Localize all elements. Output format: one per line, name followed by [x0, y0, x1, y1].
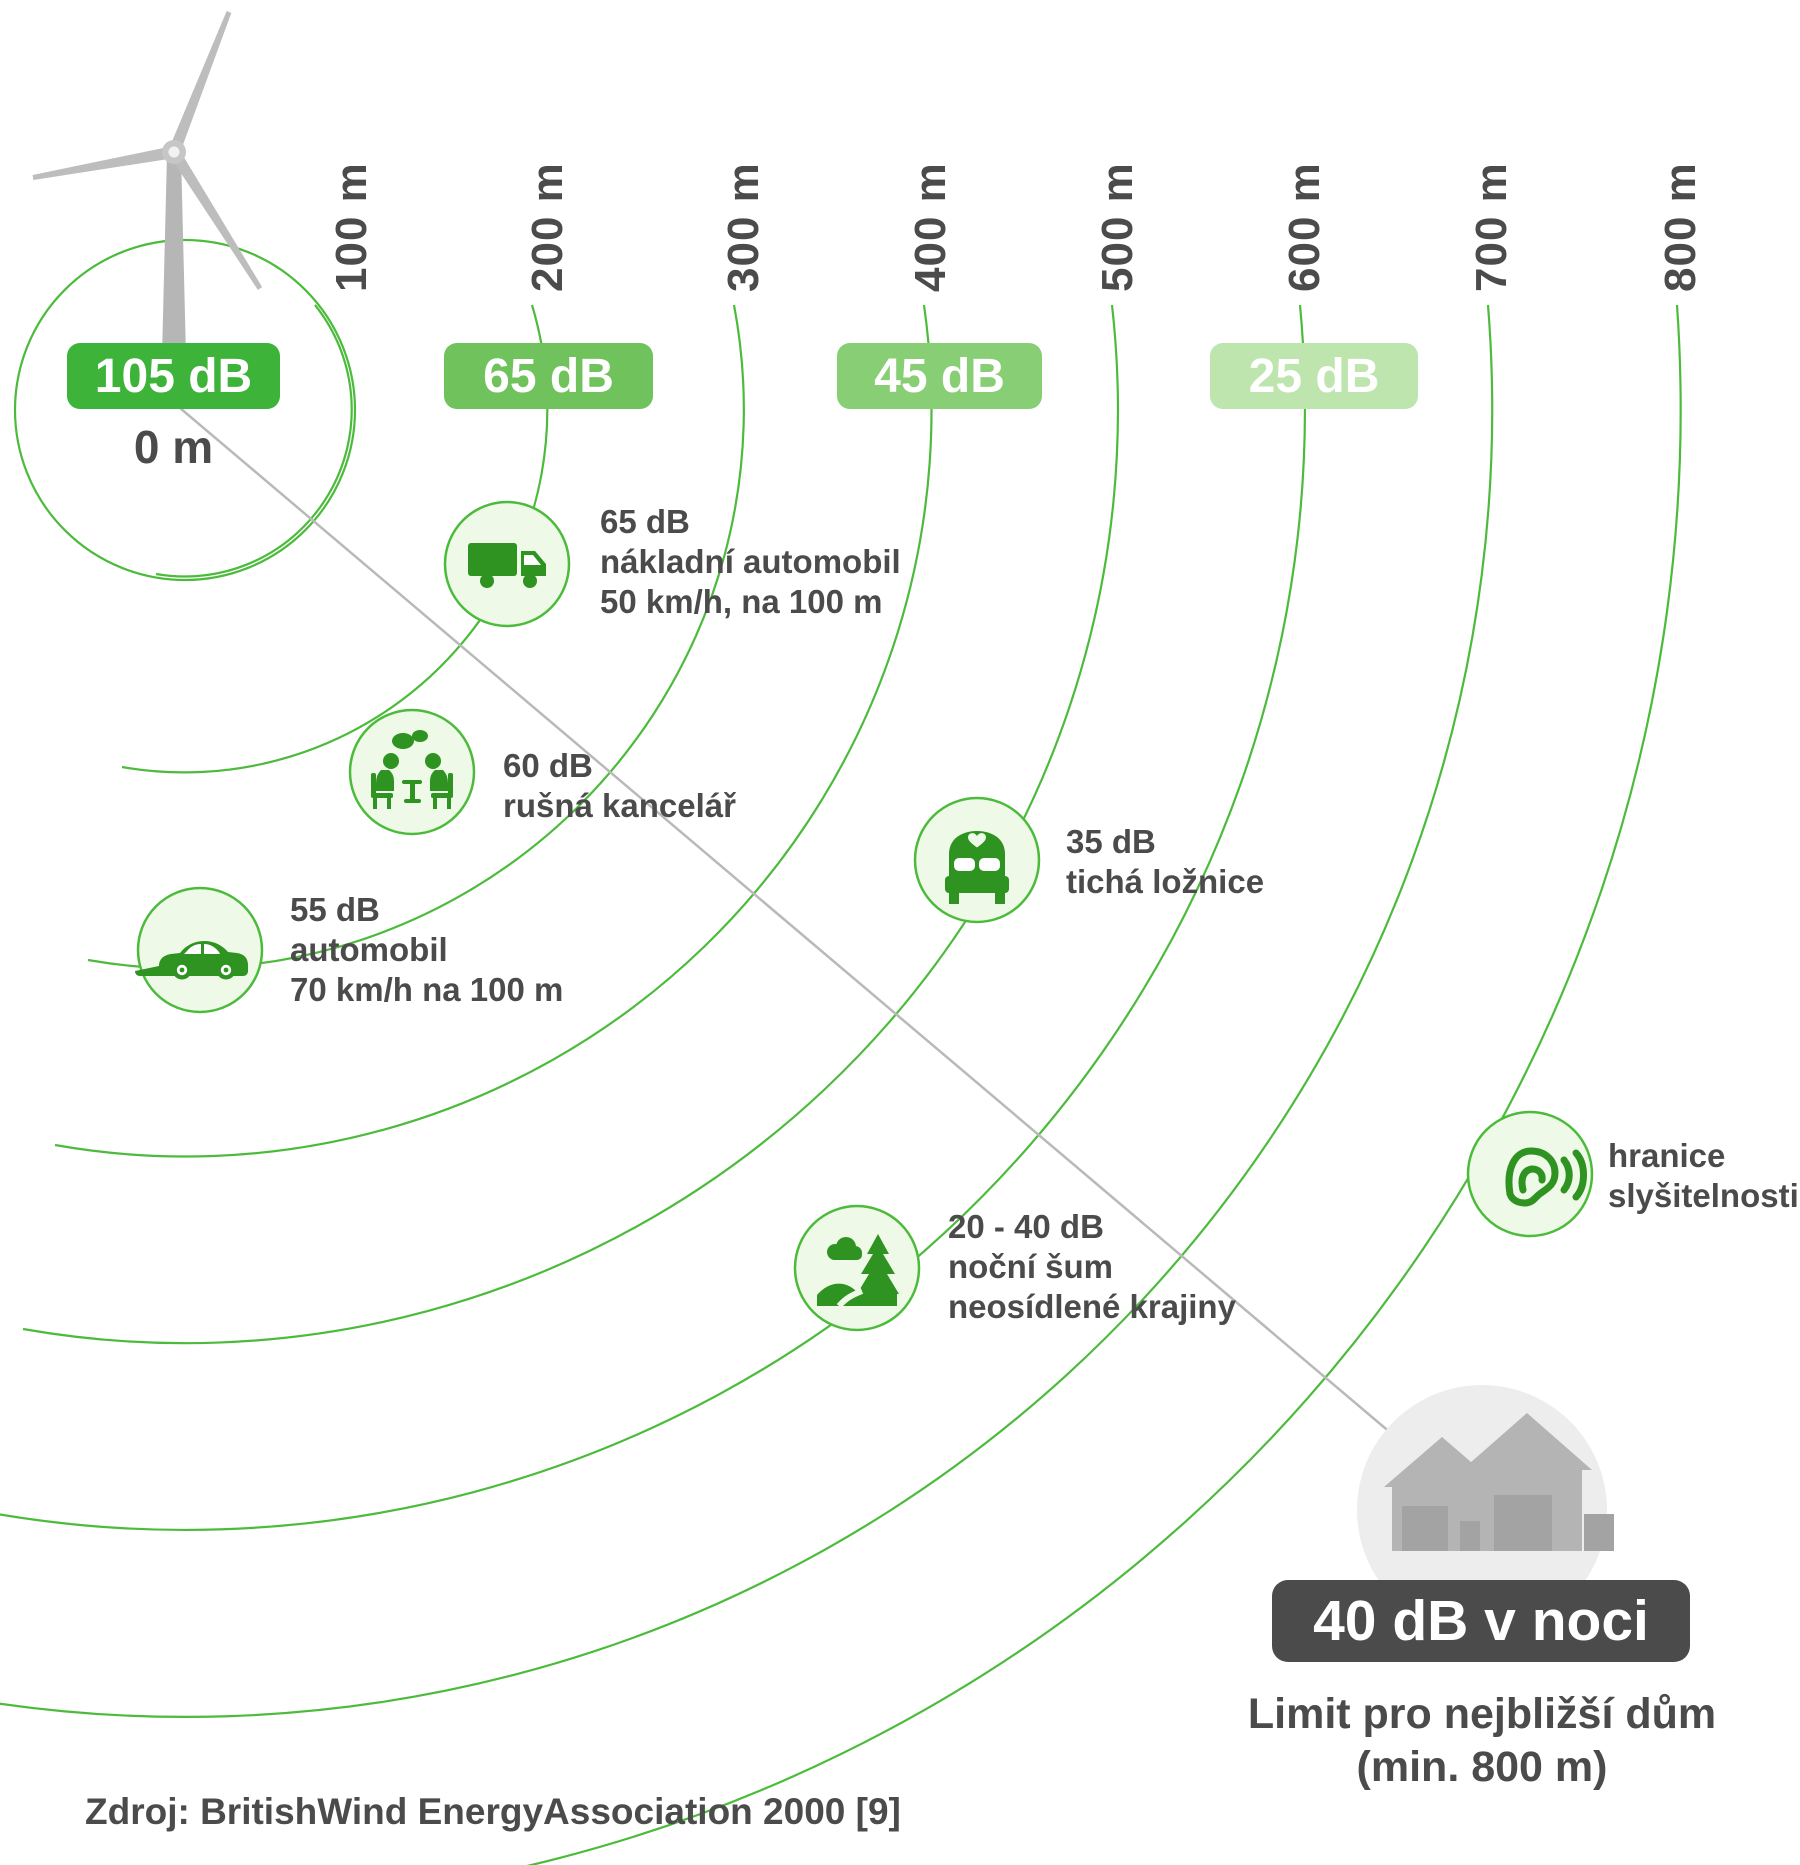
bed-icon: [913, 796, 1041, 924]
hearing-line2: slyšitelnosti: [1608, 1177, 1799, 1214]
db-badge-65: 65 dB: [444, 343, 653, 409]
source-citation: Zdroj: BritishWind EnergyAssociation 200…: [85, 1791, 901, 1832]
arc-400m: [54, 304, 933, 1158]
distance-label-200m: 200 m: [523, 162, 572, 292]
zero-meter-label: 0 m: [133, 421, 214, 473]
car-detail: 70 km/h na 100 m: [290, 971, 564, 1008]
night-limit-badge: 40 dB v noci: [1272, 1580, 1690, 1662]
truck-icon: [443, 500, 571, 628]
car-icon: [135, 886, 264, 1014]
office-db: 60 dB: [503, 747, 593, 784]
office-desc: rušná kancelář: [503, 787, 736, 824]
night-limit-caption-line1: Limit pro nejbližší dům: [1247, 1690, 1717, 1738]
bedroom-db: 35 dB: [1066, 823, 1156, 860]
distance-label-100m: 100 m: [327, 162, 376, 292]
car-desc: automobil: [290, 931, 448, 968]
night-limit-caption-line2: (min. 800 m): [1356, 1743, 1608, 1791]
arc-200m: [121, 304, 549, 774]
countryside-label: 20 - 40 dB noční šum neosídlené krajiny: [948, 1207, 1236, 1327]
distance-label-500m: 500 m: [1093, 162, 1142, 292]
distance-label-800m: 800 m: [1656, 162, 1705, 292]
countryside-detail: neosídlené krajiny: [948, 1288, 1236, 1325]
distance-label-700m: 700 m: [1467, 162, 1516, 292]
truck-desc: nákladní automobil: [600, 543, 901, 580]
arc-100m: [155, 304, 353, 578]
arc-600m: [0, 304, 1307, 1532]
turbine-to-house-line: [179, 407, 1393, 1435]
houses-icon: [1357, 1385, 1614, 1635]
countryside-icon: [793, 1204, 921, 1332]
distance-arcs: [0, 304, 1682, 1865]
car-db: 55 dB: [290, 891, 380, 928]
db-badge-25: 25 dB: [1210, 343, 1418, 409]
truck-label: 65 dB nákladní automobil 50 km/h, na 100…: [600, 502, 901, 622]
hearing-label: hranice slyšitelnosti: [1608, 1136, 1799, 1216]
office-meeting-icon: [348, 708, 476, 836]
zero-meter-ring: [13, 238, 357, 582]
db-badge-45: 45 dB: [837, 343, 1042, 409]
arc-700m: [0, 304, 1494, 1718]
db-badge-105: 105 dB: [67, 343, 280, 409]
bedroom-desc: tichá ložnice: [1066, 863, 1265, 900]
arc-800m: [526, 304, 1682, 1865]
wind-turbine-icon: [32, 11, 263, 356]
office-label: 60 dB rušná kancelář: [503, 746, 736, 826]
countryside-db: 20 - 40 dB: [948, 1208, 1104, 1245]
truck-detail: 50 km/h, na 100 m: [600, 583, 883, 620]
distance-label-300m: 300 m: [719, 162, 768, 292]
ear-icon: [1466, 1110, 1594, 1238]
hearing-line1: hranice: [1608, 1137, 1726, 1174]
car-label: 55 dB automobil 70 km/h na 100 m: [290, 890, 563, 1010]
distance-label-600m: 600 m: [1280, 162, 1329, 292]
countryside-desc: noční šum: [948, 1248, 1114, 1285]
night-limit-caption: Limit pro nejbližší dům (min. 800 m): [1232, 1688, 1732, 1794]
arc-500m: [22, 304, 1120, 1345]
bedroom-label: 35 dB tichá ložnice: [1066, 822, 1264, 902]
truck-db: 65 dB: [600, 503, 690, 540]
distance-label-400m: 400 m: [906, 162, 955, 292]
